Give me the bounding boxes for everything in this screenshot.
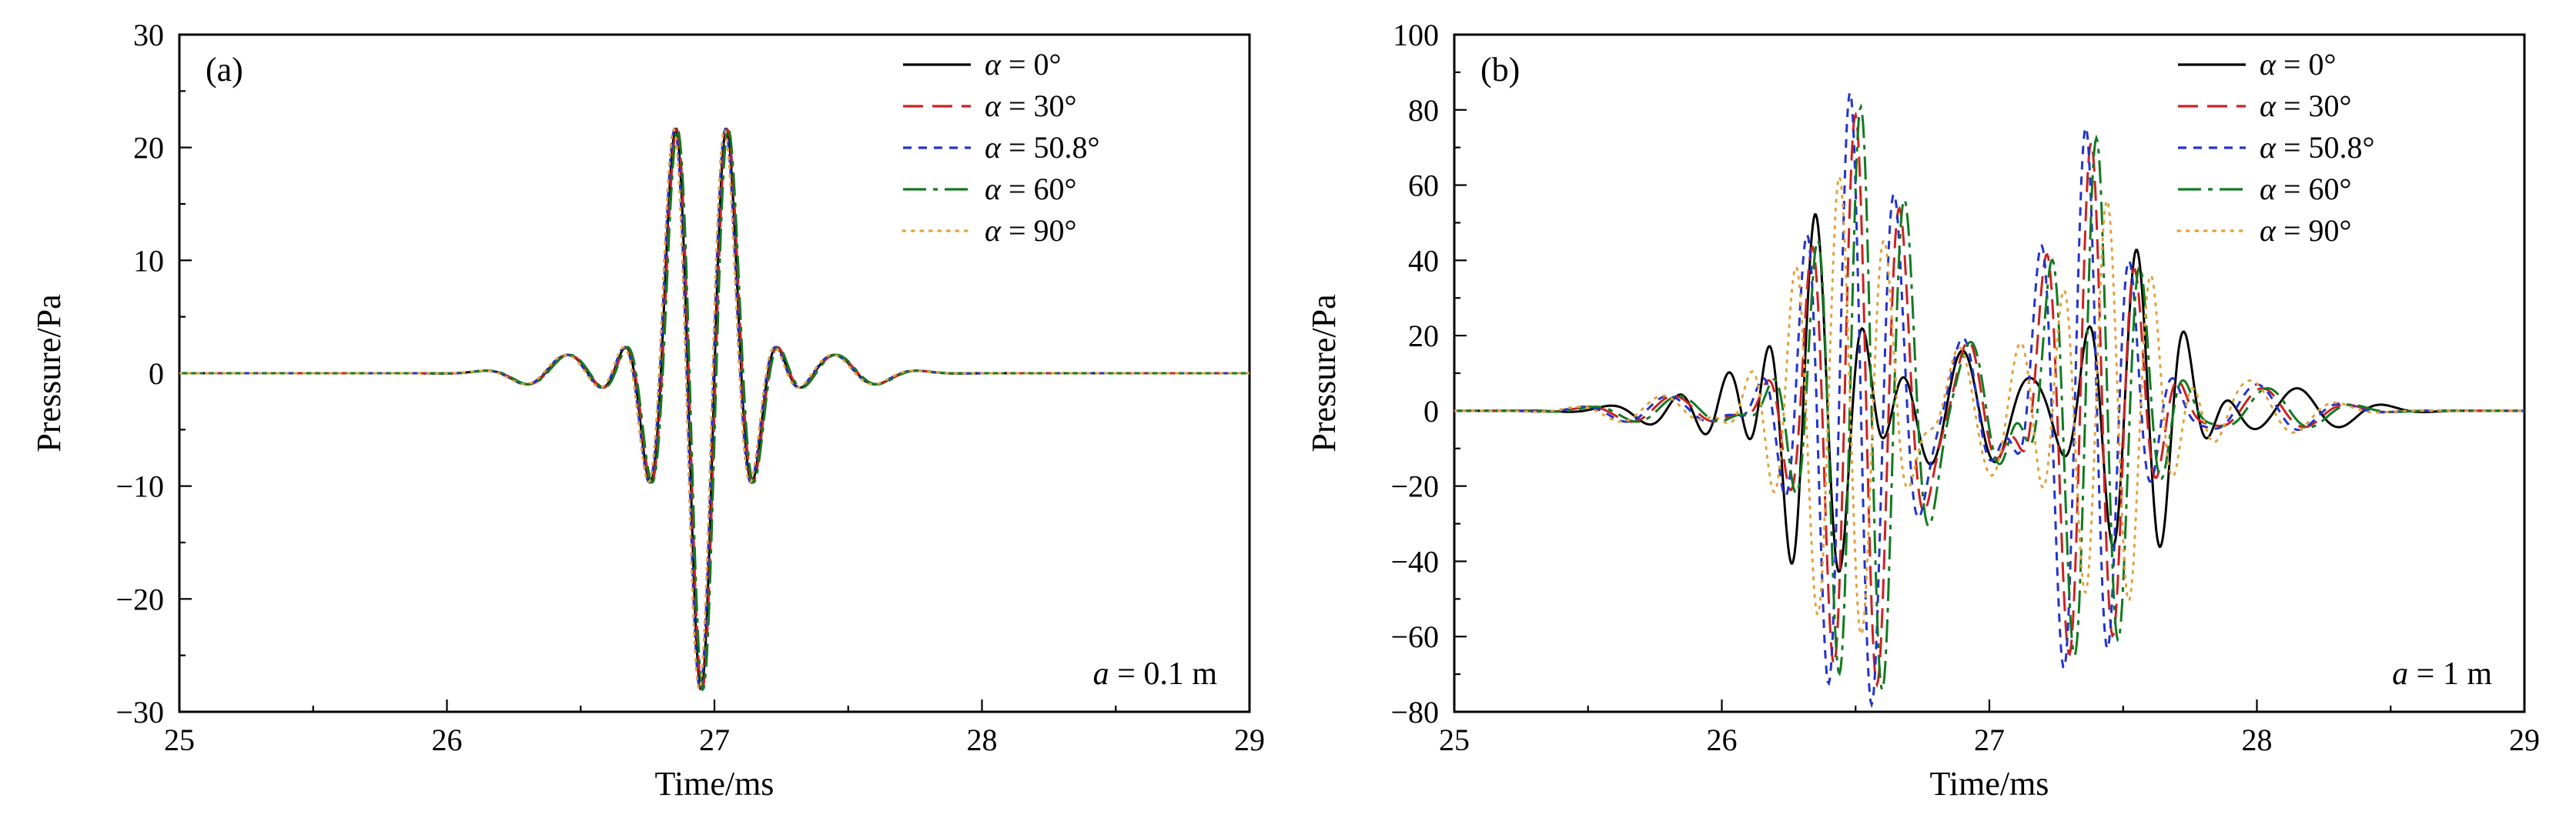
- y-tick-label: −20: [115, 582, 164, 616]
- legend-item: α = 0°: [903, 47, 1062, 82]
- x-tick-label: 26: [432, 723, 463, 757]
- x-tick-label: 25: [164, 723, 195, 757]
- y-tick-label: 40: [1408, 243, 1439, 278]
- tick-labels: 25 26 27 28 29 −30 −20 −10 0 10 20 30: [115, 18, 1265, 757]
- y-tick-label: 0: [1423, 394, 1439, 429]
- legend-item: α = 50.8°: [2178, 130, 2375, 165]
- panel-a-chart: 25 26 27 28 29 −30 −20 −10 0 10 20 30 Time/ms Pressur…: [30, 18, 1265, 803]
- y-tick-label: 0: [149, 356, 164, 391]
- x-tick-label: 27: [1974, 723, 2005, 757]
- y-tick-label: 20: [133, 131, 164, 165]
- series-line: [1454, 111, 2524, 689]
- x-tick-label: 26: [1707, 723, 1738, 757]
- series-line: [1454, 88, 2524, 709]
- legend-item: α = 30°: [903, 88, 1077, 123]
- x-tick-label: 28: [2242, 723, 2273, 757]
- y-tick-label: 60: [1408, 169, 1439, 203]
- y-tick-label: −10: [115, 469, 164, 504]
- legend-label: α = 60°: [2260, 172, 2352, 206]
- y-tick-label: 30: [133, 18, 164, 52]
- x-tick-label: 29: [1234, 723, 1265, 757]
- panel-b: 25 26 27 28 29 −80 −60 −40 −20 0 20 40 60 80 100 Time/m…: [1289, 8, 2559, 812]
- legend-label: α = 0°: [985, 47, 1062, 82]
- x-axis-title: Time/ms: [1930, 765, 2049, 803]
- x-tick-label: 27: [699, 723, 730, 757]
- legend-label: α = 30°: [985, 88, 1077, 123]
- series-curves: [1454, 88, 2524, 709]
- y-tick-label: −60: [1390, 619, 1439, 654]
- y-tick-label: 20: [1408, 319, 1439, 353]
- series-line: [179, 126, 1250, 693]
- legend-label: α = 50.8°: [2260, 130, 2375, 165]
- legend-item: α = 90°: [902, 213, 1077, 248]
- legend: α = 0° α = 30° α = 50.8° α = 60° α = 90°: [902, 47, 1100, 248]
- x-axis-title: Time/ms: [655, 765, 774, 803]
- legend-label: α = 90°: [985, 213, 1077, 248]
- y-tick-label: 100: [1393, 18, 1439, 52]
- y-tick-label: −20: [1390, 469, 1439, 504]
- tick-labels: 25 26 27 28 29 −80 −60 −40 −20 0 20 40 60 80 100: [1390, 18, 2540, 757]
- legend-item: α = 30°: [2178, 88, 2352, 123]
- panel-label: (b): [1480, 51, 1520, 88]
- panel-b-chart: 25 26 27 28 29 −80 −60 −40 −20 0 20 40 60 80 100 Time/m…: [1305, 18, 2540, 803]
- y-tick-label: −30: [115, 695, 164, 730]
- legend: α = 0° α = 30° α = 50.8° α = 60° α = 90°: [2176, 47, 2375, 248]
- plot-border: [1453, 33, 2526, 713]
- legend-item: α = 60°: [903, 172, 1077, 206]
- x-tick-label: 29: [2509, 723, 2540, 757]
- y-tick-label: −40: [1390, 544, 1439, 579]
- y-tick-label: −80: [1390, 695, 1439, 730]
- panel-label: (a): [206, 51, 243, 88]
- legend-label: α = 60°: [985, 172, 1077, 206]
- legend-label: α = 50.8°: [985, 130, 1100, 165]
- y-axis-title: Pressure/Pa: [1305, 294, 1343, 452]
- panel-a: 25 26 27 28 29 −30 −20 −10 0 10 20 30 Time/ms Pressur…: [14, 8, 1284, 812]
- legend-label: α = 0°: [2260, 47, 2337, 82]
- y-axis-title: Pressure/Pa: [30, 294, 68, 452]
- legend-label: α = 30°: [2260, 88, 2352, 123]
- legend-item: α = 50.8°: [903, 130, 1100, 165]
- series-curves: [179, 126, 1250, 693]
- y-tick-label: 80: [1408, 93, 1439, 128]
- legend-label: α = 90°: [2260, 213, 2352, 248]
- x-tick-label: 25: [1439, 723, 1470, 757]
- series-line: [1454, 103, 2524, 694]
- annotation: a = 1 m: [2392, 656, 2492, 692]
- x-tick-label: 28: [967, 723, 998, 757]
- series-line: [179, 126, 1250, 692]
- series-line: [1454, 212, 2524, 573]
- legend-item: α = 60°: [2178, 172, 2352, 206]
- legend-item: α = 90°: [2176, 213, 2352, 248]
- legend-item: α = 0°: [2178, 47, 2337, 82]
- y-tick-label: 10: [133, 243, 164, 278]
- annotation: a = 0.1 m: [1093, 656, 1218, 692]
